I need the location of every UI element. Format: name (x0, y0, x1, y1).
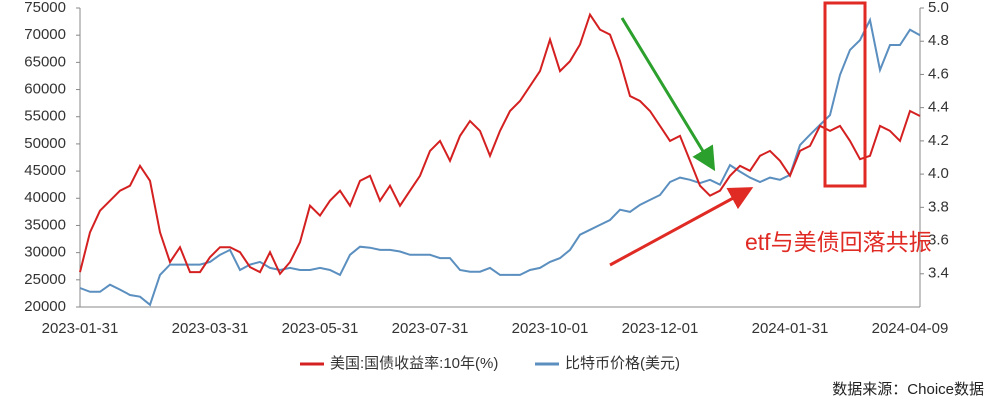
x-tick-label: 2023-01-31 (42, 320, 119, 337)
x-tick-label: 2024-04-09 (872, 320, 949, 337)
y-tick-label: 65000 (24, 53, 66, 70)
y2-tick-label: 4.8 (928, 32, 949, 49)
y2-tick-label: 4.6 (928, 65, 949, 82)
y2-tick-label: 4.2 (928, 132, 949, 149)
source-note: 数据来源：Choice数据 (832, 381, 984, 398)
highlight-box (823, 1, 867, 188)
y-tick-label: 20000 (24, 298, 66, 315)
legend-label: 比特币价格(美元) (565, 355, 680, 372)
x-tick-label: 2023-10-01 (512, 320, 589, 337)
red-arrow (609, 187, 754, 267)
y-tick-label: 55000 (24, 108, 66, 125)
green-arrow (620, 17, 716, 172)
y2-tick-label: 3.4 (928, 265, 949, 282)
y2-tick-label: 4.0 (928, 165, 949, 182)
series-line (79, 12, 921, 276)
y-tick-label: 25000 (24, 271, 66, 288)
x-tick-label: 2023-07-31 (392, 320, 469, 337)
y2-tick-label: 4.4 (928, 99, 949, 116)
y2-tick-label: 3.8 (928, 198, 949, 215)
y-tick-label: 75000 (24, 0, 66, 16)
legend-label: 美国:国债收益率:10年(%) (330, 355, 498, 372)
y-tick-label: 40000 (24, 189, 66, 206)
x-tick-label: 2024-01-31 (752, 320, 829, 337)
y-tick-label: 50000 (24, 135, 66, 152)
x-tick-label: 2023-05-31 (282, 320, 359, 337)
y-tick-label: 35000 (24, 216, 66, 233)
y-tick-label: 45000 (24, 162, 66, 179)
annotation: etf与美债回落共振 (745, 229, 932, 255)
y-tick-label: 70000 (24, 26, 66, 43)
y-tick-label: 60000 (24, 81, 66, 98)
x-tick-label: 2023-12-01 (622, 320, 699, 337)
x-tick-label: 2023-03-31 (172, 320, 249, 337)
y2-tick-label: 5.0 (928, 0, 949, 16)
y-tick-label: 30000 (24, 244, 66, 261)
y2-tick-label: 3.6 (928, 232, 949, 249)
series-line (79, 16, 921, 307)
